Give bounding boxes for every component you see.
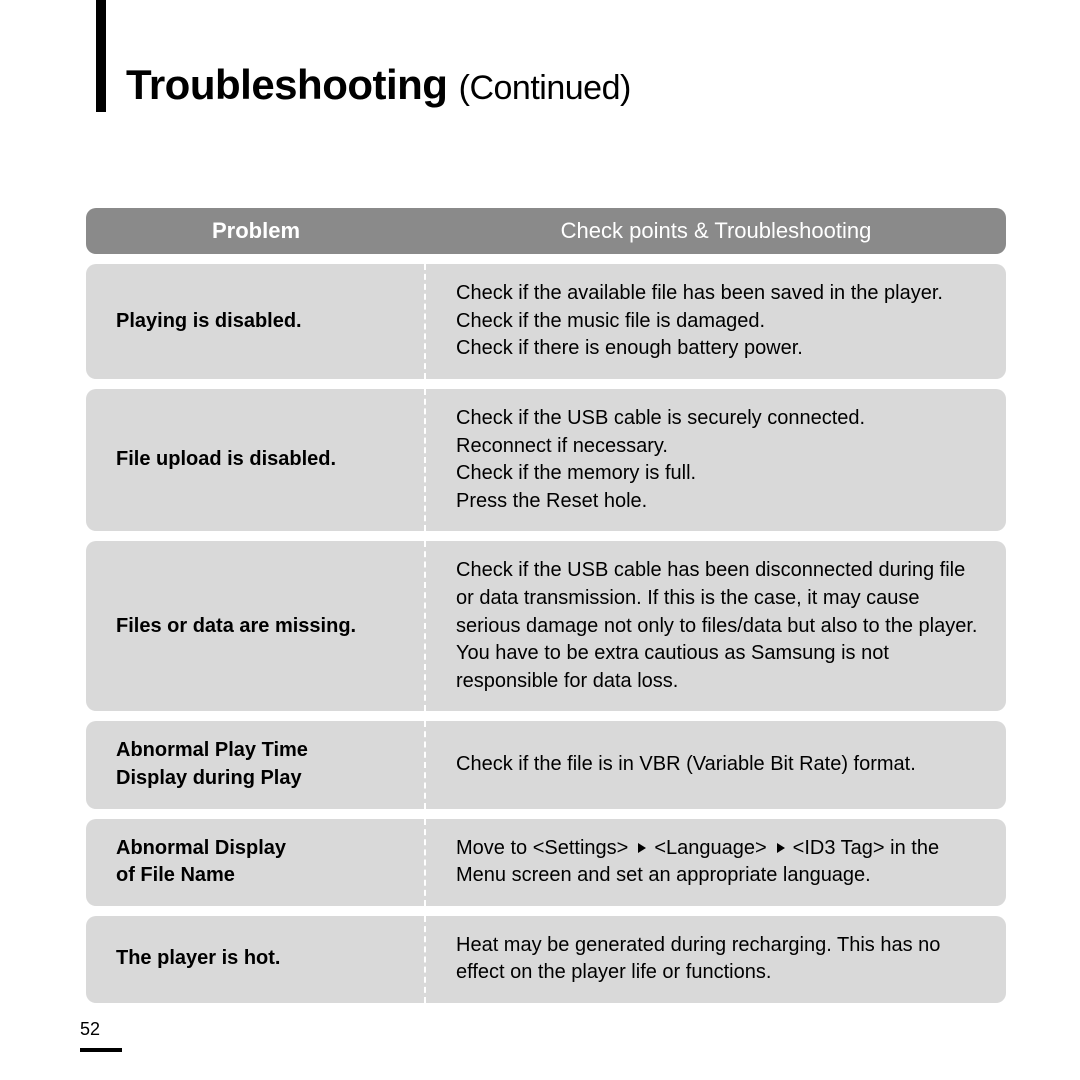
check-cell: Move to <Settings><Language><ID3 Tag> in…	[426, 819, 1006, 906]
manual-page: Troubleshooting (Continued) Problem Chec…	[0, 0, 1080, 1080]
table-row: Files or data are missing.Check if the U…	[86, 541, 1006, 711]
problem-cell: Files or data are missing.	[86, 541, 426, 711]
check-cell: Check if the available file has been sav…	[426, 264, 1006, 379]
table-row: The player is hot.Heat may be generated …	[86, 916, 1006, 1003]
troubleshooting-table: Problem Check points & Troubleshooting P…	[86, 198, 1006, 1013]
heading-sub: (Continued)	[459, 69, 631, 107]
col-header-check: Check points & Troubleshooting	[426, 208, 1006, 254]
problem-cell: Abnormal Displayof File Name	[86, 819, 426, 906]
page-number: 52	[80, 1019, 100, 1040]
problem-cell: Abnormal Play TimeDisplay during Play	[86, 721, 426, 808]
problem-cell: Playing is disabled.	[86, 264, 426, 379]
page-number-rule	[80, 1048, 122, 1052]
table-row: File upload is disabled.Check if the USB…	[86, 389, 1006, 531]
problem-cell: File upload is disabled.	[86, 389, 426, 531]
check-cell: Heat may be generated during recharging.…	[426, 916, 1006, 1003]
check-cell: Check if the file is in VBR (Variable Bi…	[426, 721, 1006, 808]
heading-rule	[96, 0, 106, 112]
check-cell: Check if the USB cable has been disconne…	[426, 541, 1006, 711]
table-row: Playing is disabled.Check if the availab…	[86, 264, 1006, 379]
table-row: Abnormal Displayof File NameMove to <Set…	[86, 819, 1006, 906]
table-row: Abnormal Play TimeDisplay during PlayChe…	[86, 721, 1006, 808]
page-heading: Troubleshooting (Continued)	[126, 60, 1000, 108]
col-header-problem: Problem	[86, 208, 426, 254]
table-header-row: Problem Check points & Troubleshooting	[86, 208, 1006, 254]
arrow-right-icon	[777, 843, 785, 853]
problem-cell: The player is hot.	[86, 916, 426, 1003]
arrow-right-icon	[638, 843, 646, 853]
check-cell: Check if the USB cable is securely conne…	[426, 389, 1006, 531]
heading-main: Troubleshooting	[126, 61, 447, 108]
